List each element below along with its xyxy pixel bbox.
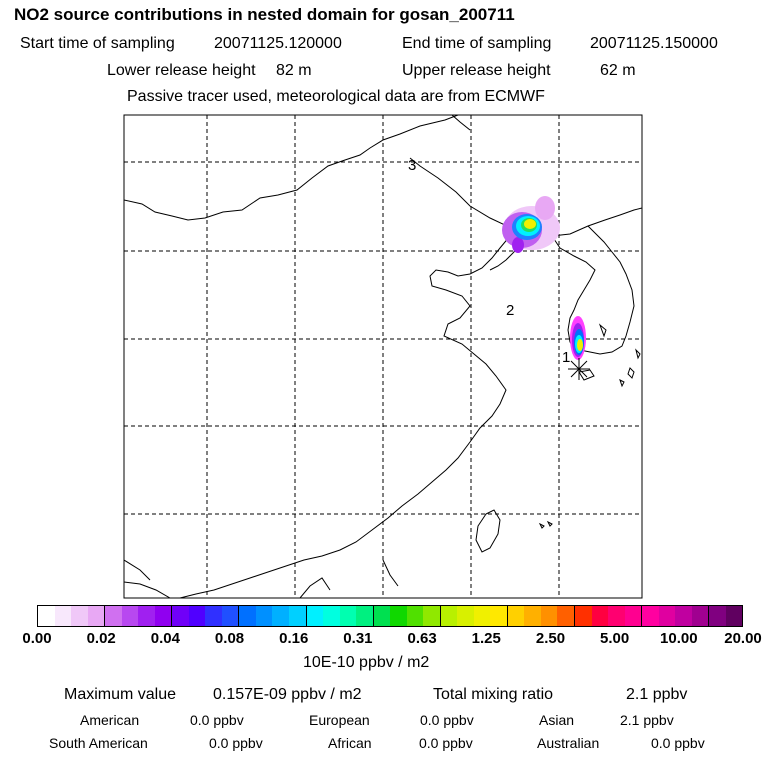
- colorbar-segment: [624, 606, 643, 626]
- colorbar-segment: [709, 606, 726, 626]
- tracer-note: Passive tracer used, meteorological data…: [127, 88, 545, 105]
- lower-release-label: Lower release height: [107, 62, 256, 79]
- colorbar-segment: [288, 606, 307, 626]
- colorbar-tick-label: 0.04: [150, 630, 180, 647]
- end-time-value: 20071125.150000: [590, 35, 718, 52]
- colorbar-segment: [440, 606, 458, 626]
- colorbar-segment: [490, 606, 508, 626]
- colorbar-tick-label: 0.02: [86, 630, 116, 647]
- colorbar-segment: [575, 606, 592, 626]
- colorbar-tick-label: 20.00: [724, 630, 762, 647]
- colorbar-tick-label: 0.31: [343, 630, 373, 647]
- point-label-2: 2: [506, 302, 514, 319]
- colorbar-tick-label: 0.63: [407, 630, 437, 647]
- colorbar-segment: [658, 606, 676, 626]
- colorbar-segment: [473, 606, 491, 626]
- colorbar-segment: [239, 606, 256, 626]
- colorbar: [37, 605, 743, 627]
- colorbar-segment: [71, 606, 88, 626]
- region-african-value: 0.0 ppbv: [419, 735, 473, 751]
- region-african-label: African: [328, 735, 372, 751]
- colorbar-segment: [323, 606, 340, 626]
- region-european-value: 0.0 ppbv: [420, 712, 474, 728]
- colorbar-segment: [507, 606, 525, 626]
- colorbar-segment: [221, 606, 240, 626]
- region-european-label: European: [309, 712, 370, 728]
- colorbar-segment: [205, 606, 222, 626]
- graticule: [124, 115, 642, 598]
- colorbar-segment: [121, 606, 139, 626]
- colorbar-segment: [272, 606, 289, 626]
- colorbar-segment: [188, 606, 206, 626]
- colorbar-segment: [138, 606, 155, 626]
- colorbar-segment: [306, 606, 324, 626]
- colorbar-tick-label: 0.00: [22, 630, 52, 647]
- upper-release-label: Upper release height: [402, 62, 551, 79]
- upper-release-value: 62 m: [600, 62, 636, 79]
- colorbar-segment: [390, 606, 407, 626]
- colorbar-segment: [423, 606, 441, 626]
- colorbar-segment: [591, 606, 609, 626]
- colorbar-segment: [608, 606, 625, 626]
- region-asian-value: 2.1 ppbv: [620, 712, 674, 728]
- region-south-american-value: 0.0 ppbv: [209, 735, 263, 751]
- colorbar-segment: [356, 606, 374, 626]
- colorbar-unit: 10E-10 ppbv / m2: [303, 654, 430, 671]
- colorbar-segment: [255, 606, 273, 626]
- lower-release-value: 82 m: [276, 62, 312, 79]
- colorbar-tick-label: 1.25: [471, 630, 501, 647]
- colorbar-tick-label: 10.00: [660, 630, 698, 647]
- max-value-label: Maximum value: [64, 686, 177, 703]
- colorbar-segment: [38, 606, 55, 626]
- total-mixing-value: 2.1 ppbv: [626, 686, 688, 703]
- colorbar-segment: [557, 606, 575, 626]
- map-panel: 1 2 3: [123, 114, 643, 599]
- total-mixing-label: Total mixing ratio: [433, 686, 554, 703]
- region-south-american-label: South American: [49, 735, 148, 751]
- point-label-1: 1: [562, 349, 570, 366]
- receptor-marker: [568, 358, 590, 380]
- colorbar-tick-label: 0.16: [279, 630, 309, 647]
- colorbar-tick-label: 2.50: [535, 630, 566, 647]
- end-time-label: End time of sampling: [402, 35, 552, 52]
- figure-title: NO2 source contributions in nested domai…: [14, 5, 515, 24]
- colorbar-segment: [339, 606, 357, 626]
- colorbar-segment: [54, 606, 72, 626]
- colorbar-segment: [675, 606, 692, 626]
- start-time-label: Start time of sampling: [20, 35, 175, 52]
- colorbar-tick-label: 5.00: [600, 630, 630, 647]
- region-asian-label: Asian: [539, 712, 575, 728]
- plume-receptor: [570, 316, 586, 360]
- colorbar-segment: [540, 606, 558, 626]
- colorbar-segment: [642, 606, 659, 626]
- point-label-3: 3: [408, 157, 416, 174]
- colorbar-segment: [725, 606, 743, 626]
- colorbar-segment: [691, 606, 710, 626]
- region-american-label: American: [80, 712, 140, 728]
- colorbar-tick-label: 0.08: [214, 630, 245, 647]
- max-value: 0.157E-09 ppbv / m2: [213, 686, 362, 703]
- colorbar-segment: [172, 606, 189, 626]
- colorbar-segment: [373, 606, 391, 626]
- colorbar-segment: [105, 606, 122, 626]
- region-australian-value: 0.0 ppbv: [651, 735, 705, 751]
- colorbar-segment: [406, 606, 424, 626]
- colorbar-segment: [524, 606, 541, 626]
- colorbar-segment: [457, 606, 474, 626]
- colorbar-segment: [87, 606, 106, 626]
- start-time-value: 20071125.120000: [214, 35, 342, 52]
- region-australian-label: Australian: [537, 735, 600, 751]
- coastlines: [124, 115, 642, 598]
- region-american-value: 0.0 ppbv: [190, 712, 244, 728]
- plume-northeast: [502, 196, 560, 253]
- colorbar-segment: [154, 606, 173, 626]
